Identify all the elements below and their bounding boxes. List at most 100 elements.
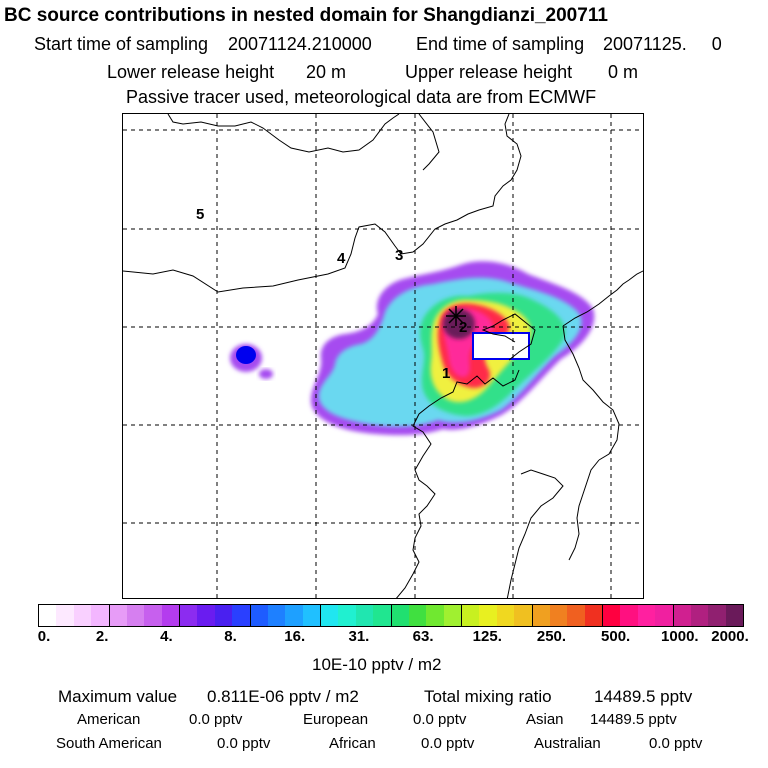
colorbar-tick-label: 31. bbox=[348, 628, 370, 645]
colorbar-swatch bbox=[708, 605, 726, 626]
colorbar-tick-label: 4. bbox=[160, 628, 173, 645]
colorbar-swatch bbox=[462, 605, 480, 626]
end-time-label: End time of sampling bbox=[416, 34, 585, 54]
colorbar-tick-label: 500. bbox=[601, 628, 631, 645]
end-time-value: 20071125. 0 bbox=[603, 34, 722, 54]
plot-title: BC source contributions in nested domain… bbox=[4, 5, 608, 26]
colorbar-swatch bbox=[690, 605, 709, 626]
upper-height-value: 0 m bbox=[608, 62, 639, 82]
colorbar-swatch bbox=[725, 605, 743, 626]
colorbar-swatch bbox=[214, 605, 233, 626]
colorbar-swatch bbox=[355, 605, 374, 626]
contour-label-2: 2 bbox=[459, 319, 468, 336]
colorbar-swatch bbox=[408, 605, 427, 626]
coast-yellowsea bbox=[506, 469, 564, 598]
colorbar-swatch bbox=[373, 605, 392, 626]
colorbar-swatch bbox=[56, 605, 74, 626]
colorbar bbox=[38, 604, 744, 627]
region-african-name: African bbox=[329, 735, 376, 752]
border-korea bbox=[562, 270, 643, 327]
colorbar-swatch bbox=[126, 605, 145, 626]
plume-sea-gap bbox=[472, 332, 530, 360]
colorbar-swatch bbox=[637, 605, 656, 626]
colorbar-swatch bbox=[285, 605, 303, 626]
tracer-note: Passive tracer used, meteorological data… bbox=[126, 87, 597, 107]
coast-liaodong bbox=[481, 313, 536, 361]
colorbar-tick-label: 0. bbox=[37, 628, 51, 645]
map-panel: 5 4 3 2 1 bbox=[122, 113, 644, 599]
map-canvas bbox=[123, 114, 643, 598]
start-time-value: 20071124.210000 bbox=[228, 34, 372, 54]
region-south-american-name: South American bbox=[56, 735, 162, 752]
colorbar-swatch bbox=[496, 605, 515, 626]
colorbar-tick-label: 125. bbox=[472, 628, 502, 645]
max-value-label: Maximum value bbox=[58, 687, 178, 706]
plume-field bbox=[230, 261, 595, 436]
colorbar-swatch bbox=[73, 605, 92, 626]
colorbar-swatch bbox=[426, 605, 444, 626]
region-asian-name: Asian bbox=[526, 711, 564, 728]
coast-bohai bbox=[396, 369, 520, 598]
region-european-name: European bbox=[303, 711, 369, 728]
border-mongolia-china bbox=[123, 114, 522, 293]
colorbar-swatch bbox=[479, 605, 497, 626]
region-asian-value: 14489.5 pptv bbox=[590, 711, 677, 728]
colorbar-tick-label: 250. bbox=[536, 628, 567, 645]
region-south-american-value: 0.0 pptv bbox=[217, 735, 271, 752]
region-australian-value: 0.0 pptv bbox=[649, 735, 703, 752]
total-mixing-value: 14489.5 pptv bbox=[594, 687, 693, 706]
colorbar-swatch bbox=[321, 605, 339, 626]
colorbar-swatch bbox=[267, 605, 286, 626]
plume-west-blob-fringe bbox=[259, 369, 273, 379]
colorbar-swatch bbox=[584, 605, 603, 626]
colorbar-swatch bbox=[232, 605, 251, 626]
colorbar-unit: 10E-10 pptv / m2 bbox=[312, 655, 442, 674]
colorbar-tick-label: 1000. bbox=[661, 628, 699, 645]
colorbar-tick-label: 63. bbox=[412, 628, 434, 645]
colorbar-tick-label: 16. bbox=[284, 628, 306, 645]
colorbar-swatch bbox=[391, 605, 409, 626]
colorbar-tick-label: 2000. bbox=[711, 628, 749, 645]
region-european-value: 0.0 pptv bbox=[413, 711, 467, 728]
region-african-value: 0.0 pptv bbox=[421, 735, 475, 752]
border-north-upper bbox=[167, 114, 400, 153]
upper-height-label: Upper release height bbox=[405, 62, 573, 82]
colorbar-swatch bbox=[514, 605, 533, 626]
lower-height-value: 20 m bbox=[306, 62, 347, 82]
region-australian-name: Australian bbox=[534, 735, 601, 752]
colorbar-tick-label: 8. bbox=[224, 628, 237, 645]
colorbar-swatch bbox=[673, 605, 691, 626]
border-north-branch bbox=[418, 114, 440, 171]
total-mixing-label: Total mixing ratio bbox=[424, 687, 552, 706]
contour-label-4: 4 bbox=[337, 250, 346, 267]
colorbar-swatch bbox=[603, 605, 621, 626]
receptor-site-marker bbox=[446, 306, 466, 326]
plume-west-blob-inner bbox=[236, 346, 256, 364]
colorbar-swatch bbox=[443, 605, 462, 626]
colorbar-swatch bbox=[39, 605, 57, 626]
colorbar-swatch bbox=[144, 605, 162, 626]
graticule bbox=[123, 114, 643, 598]
colorbar-swatch bbox=[620, 605, 638, 626]
country-borders bbox=[123, 114, 643, 598]
colorbar-swatch bbox=[532, 605, 550, 626]
region-american-value: 0.0 pptv bbox=[189, 711, 243, 728]
contour-label-5: 5 bbox=[196, 206, 205, 223]
lower-height-label: Lower release height bbox=[107, 62, 275, 82]
coast-korea-south bbox=[568, 459, 600, 561]
colorbar-tick-label: 2. bbox=[95, 628, 109, 645]
colorbar-swatch bbox=[302, 605, 321, 626]
max-value: 0.811E-06 pptv / m2 bbox=[207, 687, 359, 706]
colorbar-swatch bbox=[655, 605, 674, 626]
coast-korea-east bbox=[562, 325, 620, 461]
colorbar-swatch bbox=[338, 605, 356, 626]
contour-label-1: 1 bbox=[442, 365, 451, 382]
colorbar-swatch bbox=[161, 605, 180, 626]
colorbar-swatch bbox=[250, 605, 268, 626]
colorbar-swatch bbox=[91, 605, 110, 626]
colorbar-swatch bbox=[180, 605, 198, 626]
start-time-label: Start time of sampling bbox=[34, 34, 209, 54]
colorbar-swatch bbox=[549, 605, 568, 626]
colorbar-swatch bbox=[197, 605, 215, 626]
contour-label-3: 3 bbox=[395, 247, 404, 264]
